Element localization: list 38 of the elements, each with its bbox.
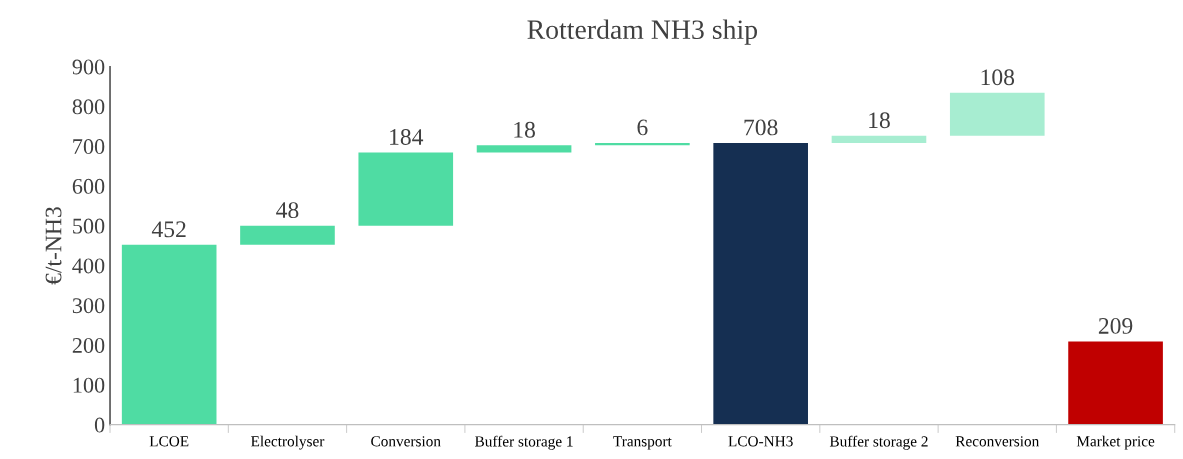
y-tick-label: 700 (73, 139, 105, 155)
y-tick-label: 200 (72, 337, 105, 353)
x-tick-label: Market price (1076, 435, 1155, 450)
y-tick-label: 300 (72, 298, 105, 314)
x-tick-label: LCOE (149, 436, 189, 447)
data-label: 6 (637, 119, 648, 136)
x-tick-label: Reconversion (955, 436, 1040, 447)
x-tick-label: Buffer storage 1 (475, 435, 573, 450)
bar (240, 225, 335, 245)
y-tick-label: 0 (94, 417, 105, 433)
y-tick-label: 100 (73, 377, 105, 393)
data-label: 452 (151, 221, 186, 238)
y-tick-label: 600 (72, 178, 105, 194)
x-tick-label: Transport (613, 436, 672, 450)
x-tick-label: Buffer storage 2 (829, 435, 928, 450)
data-label: 48 (276, 202, 299, 219)
bar (121, 244, 217, 425)
y-tick-label: 800 (72, 99, 105, 115)
y-axis-title: €/t-NH3 (45, 207, 62, 285)
y-tick-label: 900 (72, 59, 105, 75)
y-tick-label: 400 (72, 258, 105, 274)
bar (358, 152, 454, 226)
data-label: 708 (744, 119, 778, 136)
data-label: 18 (514, 121, 535, 138)
bar (713, 142, 808, 425)
x-tick-label: Conversion (371, 436, 441, 447)
data-label: 184 (390, 128, 424, 145)
chart-title: Rotterdam NH3 ship (527, 19, 758, 45)
x-tick-label: LCO-NH3 (728, 436, 793, 447)
data-label: 18 (869, 112, 890, 129)
bar (1068, 341, 1163, 425)
bar (476, 145, 572, 153)
data-label: 108 (981, 69, 1015, 86)
bar (949, 92, 1045, 136)
data-label: 209 (1098, 317, 1133, 334)
x-tick-label: Electrolyser (251, 435, 325, 450)
bar (831, 135, 927, 143)
y-tick-label: 500 (73, 218, 105, 234)
